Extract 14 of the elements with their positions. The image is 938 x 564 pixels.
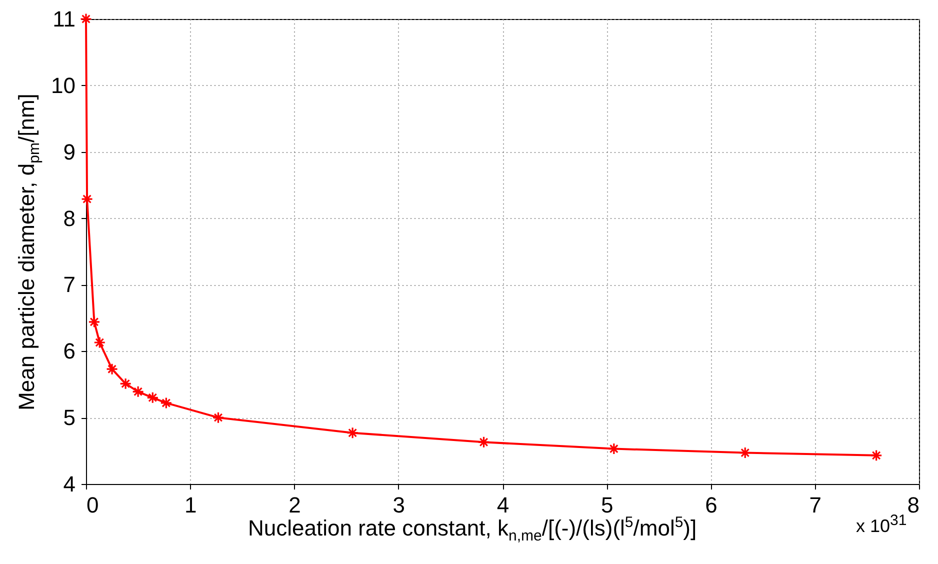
y-tick-label: 10 [51,72,76,98]
text: x 10$^{31}$ [856,512,907,536]
y-tick-label: 6 [63,338,76,364]
y-tick-label: 11 [52,6,76,32]
x-tick-label: 6 [705,492,718,518]
y-tick-label: 8 [63,206,76,231]
y-tick-label: 7 [63,272,76,298]
x-tick-label: 8 [907,492,920,518]
x-tick-label: 1 [184,492,197,518]
y-tick-label: 9 [63,139,76,164]
x-tick-label: 0 [86,492,99,518]
y-tick-label: 5 [63,405,76,430]
y-tick-label: 4 [63,472,76,496]
x-tick-label: 7 [809,492,822,518]
